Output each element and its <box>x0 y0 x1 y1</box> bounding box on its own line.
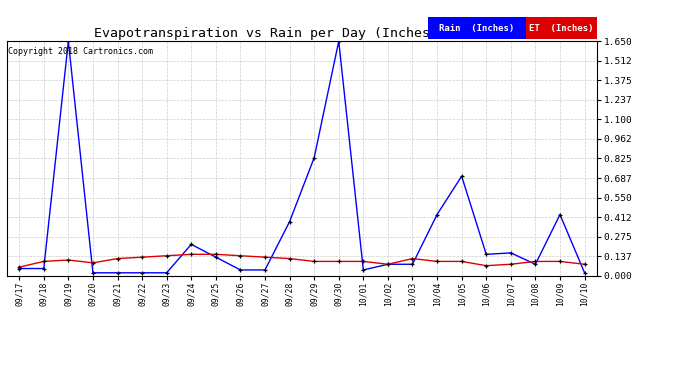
Bar <box>526 17 597 39</box>
Text: ET  (Inches): ET (Inches) <box>529 24 593 33</box>
Text: Copyright 2018 Cartronics.com: Copyright 2018 Cartronics.com <box>8 47 153 56</box>
Bar <box>428 17 526 39</box>
Title: Evapotranspiration vs Rain per Day (Inches) 20181011: Evapotranspiration vs Rain per Day (Inch… <box>94 27 510 40</box>
Text: Rain  (Inches): Rain (Inches) <box>440 24 515 33</box>
